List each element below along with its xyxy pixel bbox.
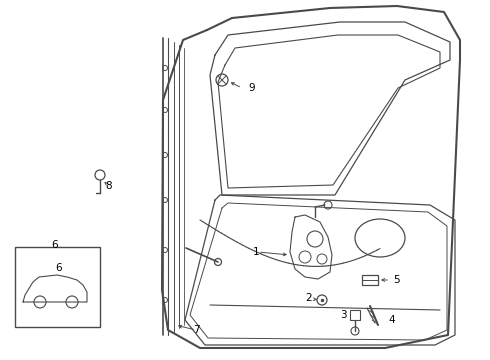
Text: 2: 2 bbox=[305, 293, 312, 303]
Bar bbox=[15, 247, 100, 327]
Bar bbox=[362, 275, 378, 285]
Bar bbox=[350, 310, 360, 320]
Text: 9: 9 bbox=[248, 83, 255, 93]
Text: 6: 6 bbox=[55, 263, 62, 273]
Text: 8: 8 bbox=[105, 181, 112, 191]
Text: 6: 6 bbox=[51, 240, 58, 250]
Text: 4: 4 bbox=[388, 315, 394, 325]
Text: 3: 3 bbox=[340, 310, 346, 320]
Text: 5: 5 bbox=[393, 275, 400, 285]
Text: 7: 7 bbox=[193, 325, 199, 335]
Text: 1: 1 bbox=[253, 247, 260, 257]
